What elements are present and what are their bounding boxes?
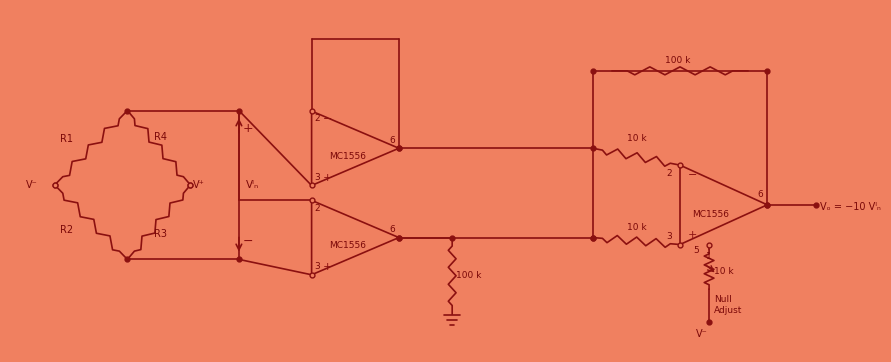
Text: R2: R2 [60,225,73,235]
Text: 100 k: 100 k [666,56,691,66]
Text: 6: 6 [389,225,395,234]
Text: 10 k: 10 k [626,223,646,232]
Text: 2: 2 [315,204,320,213]
Text: 3: 3 [666,232,672,241]
Text: 3: 3 [315,173,320,182]
Text: 1: 1 [707,252,712,261]
Text: 10 k: 10 k [626,134,646,143]
Text: +: + [688,230,697,240]
Text: +: + [323,262,332,272]
Text: 3: 3 [315,262,320,272]
Text: +: + [242,122,253,135]
Text: MC1556: MC1556 [329,241,366,250]
Text: Vₒ = −10 Vᴵₙ: Vₒ = −10 Vᴵₙ [820,202,880,212]
Text: +: + [323,173,332,182]
Text: 6: 6 [389,136,395,145]
Text: R3: R3 [153,228,167,239]
Text: −: − [242,235,253,248]
Text: −: − [688,170,697,180]
Text: MC1556: MC1556 [691,210,729,219]
Text: R1: R1 [60,134,72,144]
Text: 5: 5 [693,246,699,255]
Text: 10 k: 10 k [714,267,733,276]
Text: V⁻: V⁻ [696,329,707,339]
Text: V⁺: V⁺ [193,180,205,190]
Text: −: − [323,114,332,124]
Text: 100 k: 100 k [456,271,481,280]
Text: 6: 6 [757,190,764,199]
Text: Null: Null [714,295,732,304]
Text: 2: 2 [666,169,672,178]
Text: Vᴵₙ: Vᴵₙ [246,180,258,190]
Text: MC1556: MC1556 [329,152,366,161]
Text: V⁻: V⁻ [26,180,37,190]
Text: Adjust: Adjust [714,306,742,315]
Text: 2: 2 [315,114,320,123]
Text: R4: R4 [153,132,167,142]
